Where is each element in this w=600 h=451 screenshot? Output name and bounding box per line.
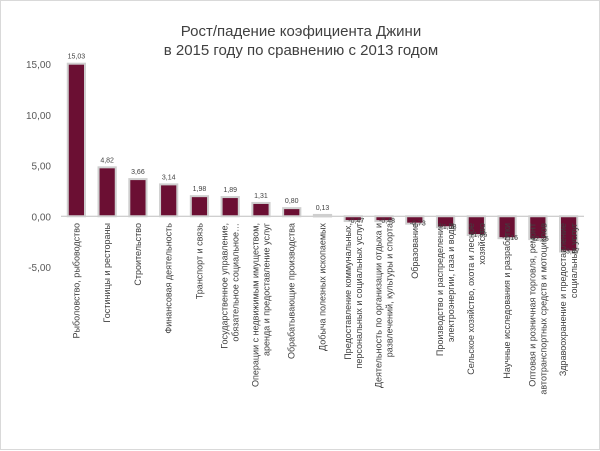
bar bbox=[497, 215, 517, 240]
category-label-line: Добыча полезных ископаемых bbox=[318, 223, 328, 351]
bar bbox=[435, 215, 456, 229]
bar bbox=[189, 195, 210, 218]
category-label: Образование bbox=[410, 223, 420, 279]
data-labels: 15,03 4,82 3,66 3,14 1,98 1,89 1,31 0,80 0,13 -0,… bbox=[68, 54, 580, 256]
data-label: 0,13 bbox=[316, 205, 330, 212]
category-label-line: Рыболовство, рыбоводство bbox=[71, 223, 81, 338]
category-label: Финансовая деятельность bbox=[164, 223, 174, 334]
category-label: Сельское хозяйство, охота и лесноехозяйс… bbox=[466, 223, 487, 375]
bar bbox=[343, 215, 363, 223]
category-label-line: Гостиницы и рестораны bbox=[102, 223, 112, 323]
category-labels: Рыболовство, рыбоводство Гостиницы и рест… bbox=[71, 222, 579, 394]
data-label: 1,31 bbox=[254, 193, 268, 200]
category-label-line: Сельское хозяйство, охота и лесное bbox=[466, 223, 476, 375]
bar bbox=[282, 207, 302, 218]
bars bbox=[66, 62, 579, 253]
data-label: -2,16 bbox=[502, 235, 518, 242]
category-label-line: Предоставление коммунальных, bbox=[343, 223, 353, 360]
category-label-line: автотранспортных средств и мотоциклов bbox=[538, 223, 548, 395]
category-label-line: Образование bbox=[410, 223, 420, 279]
category-label-line: обязательное социальное… bbox=[231, 223, 241, 342]
data-label: -0,47 bbox=[348, 218, 364, 225]
category-label: Обрабатывающие производства bbox=[287, 223, 297, 359]
bar bbox=[466, 215, 486, 237]
category-label: Производство и распределениеэлектроэнерг… bbox=[435, 223, 456, 356]
category-label-line: аренда и предоставление услуг bbox=[261, 222, 271, 356]
chart-title: Рост/падение коэфициента Джини в 2015 год… bbox=[164, 23, 439, 59]
category-label-line: хозяйство bbox=[477, 223, 487, 265]
category-label-line: Строительство bbox=[133, 223, 143, 286]
category-label: Операции с недвижимым имуществом,аренда … bbox=[250, 222, 271, 387]
category-label-line: Производство и распределение bbox=[435, 223, 445, 356]
category-label-line: Государственное управление, bbox=[220, 223, 230, 349]
data-label: -0,48 bbox=[379, 218, 395, 225]
category-label-line: Финансовая деятельность bbox=[164, 223, 174, 334]
category-label: Транспорт и связь bbox=[194, 223, 204, 299]
category-label: Оптовая и розничная торговля, ремонтавто… bbox=[527, 223, 548, 395]
y-tick-label: 15,00 bbox=[26, 60, 51, 71]
category-label: Государственное управление,обязательное … bbox=[220, 223, 241, 349]
category-label: Деятельность по организации отдыха иразв… bbox=[374, 223, 395, 388]
data-label: -0,73 bbox=[410, 221, 426, 228]
data-label: -1,08 bbox=[441, 224, 457, 231]
category-label-line: Транспорт и связь bbox=[194, 223, 204, 299]
y-tick-label: 0,00 bbox=[32, 212, 52, 223]
category-label-line: персональных и социальных услуг bbox=[354, 222, 364, 368]
category-label: Рыболовство, рыбоводство bbox=[71, 223, 81, 338]
data-label: 1,98 bbox=[193, 186, 207, 193]
category-label-line: социальных услуг bbox=[569, 222, 579, 298]
category-label-line: электроэнергии, газа и воды bbox=[446, 223, 456, 342]
bar bbox=[128, 178, 148, 218]
data-label: 1,89 bbox=[223, 187, 237, 194]
category-label-line: Обрабатывающие производства bbox=[287, 223, 297, 359]
data-label: 0,80 bbox=[285, 198, 299, 205]
y-tick-label: 10,00 bbox=[26, 111, 51, 122]
data-label: 4,82 bbox=[100, 157, 114, 164]
category-label: Предоставление коммунальных,персональных… bbox=[343, 222, 364, 368]
category-label-line: Оптовая и розничная торговля, ремонт bbox=[527, 223, 537, 387]
bar bbox=[66, 62, 86, 218]
bar bbox=[405, 215, 425, 225]
bar bbox=[97, 166, 117, 218]
category-label: Добыча полезных ископаемых bbox=[318, 223, 328, 351]
bar bbox=[528, 215, 548, 241]
data-label: -1,85 bbox=[471, 232, 487, 239]
bar bbox=[251, 201, 271, 218]
data-label: 3,14 bbox=[162, 174, 176, 181]
category-label: Научные исследования и разработки bbox=[502, 223, 512, 379]
chart-title-line-2: в 2015 году по сравнению с 2013 годом bbox=[164, 42, 439, 59]
category-label-line: Научные исследования и разработки bbox=[502, 223, 512, 379]
data-label: 15,03 bbox=[68, 54, 86, 61]
bar bbox=[312, 213, 333, 218]
category-label-line: Операции с недвижимым имуществом, bbox=[250, 223, 260, 387]
bar bbox=[220, 196, 240, 218]
data-label: -2,25 bbox=[533, 236, 549, 243]
data-label: -3,47 bbox=[564, 248, 580, 255]
bar bbox=[159, 183, 179, 218]
bar bbox=[374, 215, 394, 223]
category-label: Строительство bbox=[133, 223, 143, 286]
chart-title-line-1: Рост/падение коэфициента Джини bbox=[181, 23, 421, 40]
data-label: 3,66 bbox=[131, 169, 145, 176]
y-tick-label: -5,00 bbox=[28, 263, 51, 274]
category-label-line: Здравоохранение и предоставление bbox=[558, 223, 568, 376]
category-label-line: развлечений, культуры и спорта bbox=[385, 223, 395, 357]
bar bbox=[559, 215, 579, 253]
category-label: Гостиницы и рестораны bbox=[102, 223, 112, 323]
category-label: Здравоохранение и предоставлениесоциальн… bbox=[558, 222, 579, 376]
category-label-line: Деятельность по организации отдыха и bbox=[374, 223, 384, 388]
y-tick-label: 5,00 bbox=[32, 162, 52, 173]
